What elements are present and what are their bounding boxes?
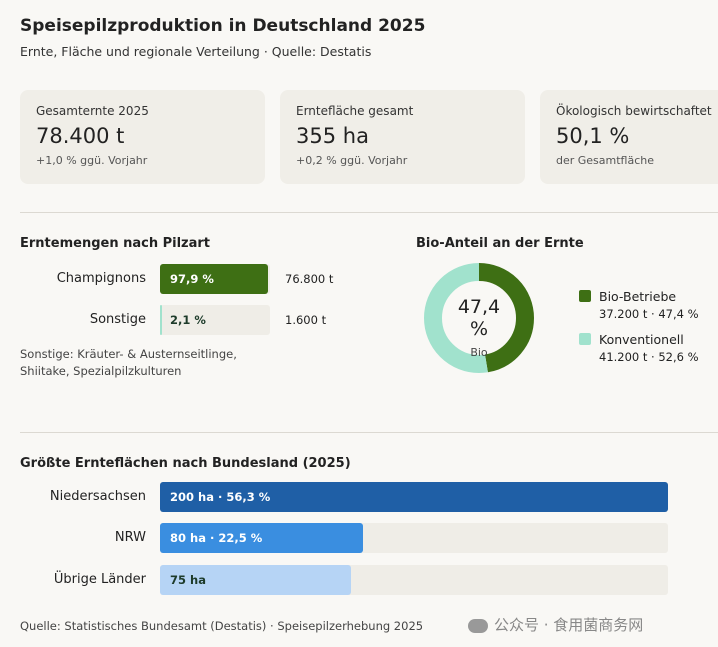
kpi-label: Gesamternte 2025 [36, 104, 149, 118]
kpi-note: +1,0 % ggü. Vorjahr [36, 154, 148, 167]
category-label: Übrige Länder [53, 572, 146, 587]
legend-value: 41.200 t · 52,6 % [599, 350, 699, 364]
legend-swatch [579, 333, 591, 345]
donut-sub: Bio [470, 346, 488, 359]
bar [160, 523, 364, 553]
title: Speisepilzproduktion in Deutschland 2025 [20, 16, 426, 36]
donut [424, 263, 534, 373]
kpi-label: Erntefläche gesamt [296, 104, 414, 118]
value-label: 200 ha · 56,3 % [170, 490, 271, 504]
kpi-card: Gesamternte 2025 78.400 t +1,0 % ggü. Vorj… [20, 90, 265, 184]
divider [20, 432, 718, 433]
value-label: 97,9 % [170, 272, 214, 286]
annotation: 76.800 t [285, 272, 334, 286]
category-label: NRW [114, 530, 146, 545]
kpi-value: 355 ha [296, 124, 369, 148]
category-label: Champignons [56, 271, 146, 286]
donut-segment [424, 263, 534, 373]
source: Quelle: Statistisches Bundesamt (Destati… [20, 619, 424, 633]
section-title: Bio-Anteil an der Ernte [416, 236, 584, 251]
kpi-note: +0,2 % ggü. Vorjahr [296, 154, 408, 167]
kpi-card: Ökologisch bewirtschaftet 50,1 % der Gesam… [540, 90, 718, 184]
watermark-text: 公众号 · 食用菌商务网 [494, 616, 644, 634]
kpi-value: 78.400 t [36, 124, 125, 148]
bar [160, 565, 351, 595]
kpi-note: der Gesamtfläche [556, 154, 655, 167]
subtitle: Ernte, Fläche und regionale Verteilung ·… [20, 44, 372, 59]
legend-label: Bio-Betriebe [599, 289, 677, 304]
legend-swatch [579, 290, 591, 302]
divider [20, 212, 718, 213]
kpi-card: Erntefläche gesamt 355 ha +0,2 % ggü. Vorj… [280, 90, 525, 184]
watermark: 公众号 · 食用菌商务网 [468, 614, 643, 635]
bar [160, 305, 163, 335]
donut-center: 47,4 % [457, 296, 501, 340]
bar-track [160, 305, 270, 335]
wechat-icon [468, 618, 488, 633]
bar [160, 264, 268, 294]
value-label: 75 ha [170, 573, 206, 587]
bar [160, 482, 668, 512]
legend-value: 37.200 t · 47,4 % [599, 307, 699, 321]
value-label: 2,1 % [170, 313, 206, 327]
kpi-label: Ökologisch bewirtschaftet [556, 104, 712, 118]
category-label: Sonstige [89, 312, 146, 327]
legend-label: Konventionell [599, 332, 684, 347]
section-title: Erntemengen nach Pilzart [20, 236, 211, 251]
category-label: Niedersachsen [49, 489, 146, 504]
value-label: 80 ha · 22,5 % [170, 531, 263, 545]
section-title: Größte Ernteflächen nach Bundesland (202… [20, 456, 351, 471]
note: Sonstige: Kräuter- & Austernseitlinge, S… [20, 347, 237, 378]
kpi-value: 50,1 % [556, 124, 630, 148]
annotation: 1.600 t [285, 313, 327, 327]
